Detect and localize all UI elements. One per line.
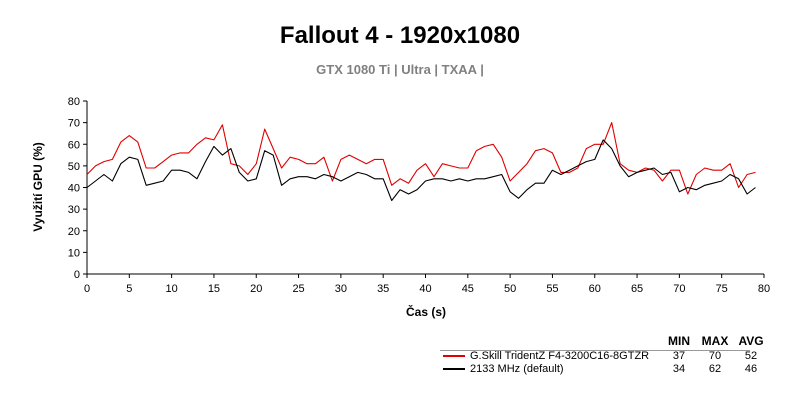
y-tick-label: 30 [68, 204, 80, 216]
stats-header-max: MAX [701, 334, 729, 348]
y-tick-label: 80 [68, 96, 80, 108]
legend-label: G.Skill TridentZ F4-3200C16-8GTZR [470, 349, 650, 362]
x-tick-label: 0 [84, 283, 90, 295]
stats-header-row: MIN MAX AVG [440, 333, 769, 349]
stats-header-min: MIN [668, 334, 690, 348]
x-tick-label: 10 [166, 283, 178, 295]
stats-header-avg: AVG [738, 334, 764, 348]
y-axis-label: Využití GPU (%) [31, 142, 45, 232]
stat-avg: 46 [744, 362, 758, 375]
y-tick-label: 40 [68, 183, 80, 195]
legend-divider [440, 350, 750, 351]
x-tick-label: 50 [504, 283, 516, 295]
stat-avg: 52 [744, 349, 758, 362]
x-tick-label: 25 [292, 283, 304, 295]
legend-label: 2133 MHz (default) [470, 362, 564, 375]
legend-entry: G.Skill TridentZ F4-3200C16-8GTZR [440, 349, 661, 362]
x-tick-label: 30 [335, 283, 347, 295]
x-tick-label: 5 [126, 283, 132, 295]
legend-swatch-red [443, 354, 465, 357]
axes: 0 10 20 30 40 50 60 70 80 0 5 10 15 20 25 30 35 40 45 50 55 6… [68, 96, 770, 295]
y-tick-label: 0 [74, 269, 80, 281]
y-tick-label: 70 [68, 118, 80, 130]
stat-min: 34 [672, 362, 686, 375]
x-tick-label: 35 [377, 283, 389, 295]
chart-subtitle: GTX 1080 Ti | Ultra | TXAA | [316, 62, 484, 77]
y-tick-label: 10 [68, 247, 80, 259]
x-tick-label: 60 [589, 283, 601, 295]
legend-row-series-0: G.Skill TridentZ F4-3200C16-8GTZR 37 70 … [440, 349, 769, 362]
x-axis-label: Čas (s) [406, 304, 446, 319]
series-layer [86, 122, 756, 202]
stat-min: 37 [672, 349, 686, 362]
series-line-1 [86, 139, 756, 202]
x-tick-label: 75 [716, 283, 728, 295]
legend-entry: 2133 MHz (default) [440, 362, 661, 375]
stat-max: 70 [708, 349, 722, 362]
series-line-0 [86, 122, 756, 195]
x-tick-label: 65 [631, 283, 643, 295]
x-tick-label: 80 [758, 283, 770, 295]
y-tick-label: 50 [68, 161, 80, 173]
x-tick-label: 40 [419, 283, 431, 295]
y-tick-label: 20 [68, 226, 80, 238]
chart-title: Fallout 4 - 1920x1080 [279, 22, 521, 49]
legend-swatch-black [443, 367, 465, 370]
x-tick-label: 55 [546, 283, 558, 295]
legend-row-series-1: 2133 MHz (default) 34 62 46 [440, 362, 769, 375]
y-tick-label: 60 [68, 139, 80, 151]
stat-max: 62 [708, 362, 722, 375]
x-tick-label: 20 [250, 283, 262, 295]
x-tick-label: 15 [208, 283, 220, 295]
legend-header-spacer [440, 333, 661, 349]
x-tick-label: 45 [462, 283, 474, 295]
legend-stats-table: MIN MAX AVG G.Skill TridentZ F4-3200C16-… [440, 333, 769, 375]
x-tick-label: 70 [673, 283, 685, 295]
